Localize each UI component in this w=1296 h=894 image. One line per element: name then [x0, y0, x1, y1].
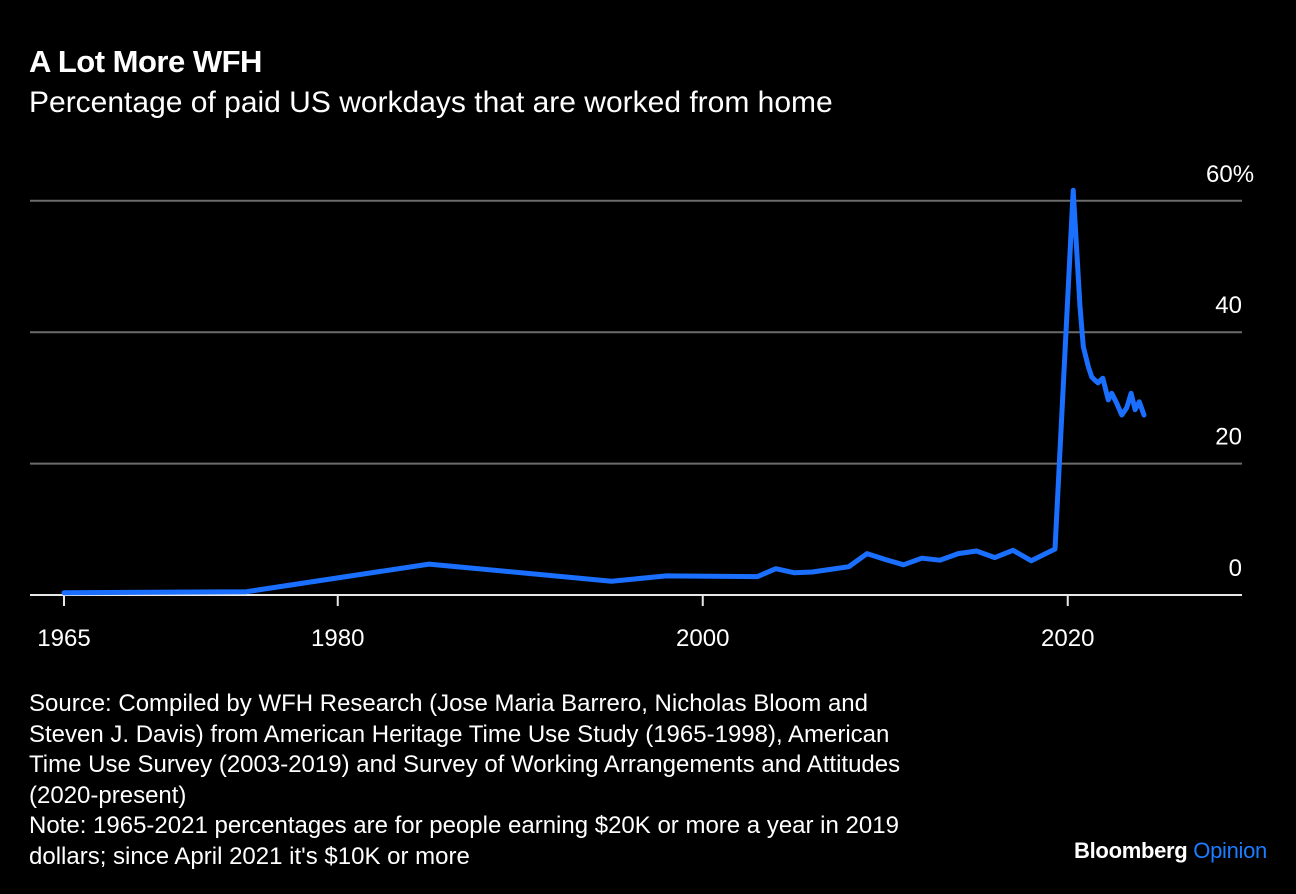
chart-subtitle: Percentage of paid US workdays that are … [29, 86, 833, 119]
note-line: dollars; since April 2021 it's $10K or m… [29, 842, 470, 870]
x-tick-label: 2020 [1041, 625, 1094, 652]
source-line: (2020-present) [29, 781, 187, 809]
source-line: Source: Compiled by WFH Research (Jose M… [29, 690, 868, 717]
chart-title: A Lot More WFH [29, 44, 262, 79]
x-tick-label: 1965 [37, 625, 90, 652]
source-line: Steven J. Davis) from American Heritage … [29, 720, 890, 748]
line-chart: 0 20 40 60% 1965 1980 2000 2020 [30, 161, 1254, 652]
y-tick-label: 20 [1215, 424, 1242, 451]
y-tick-label: 60% [1206, 161, 1254, 188]
source-note: Source: Compiled by WFH Research (Jose M… [29, 689, 1029, 872]
series-line-wfh-share [61, 187, 1147, 596]
brand-suffix: Opinion [1193, 838, 1267, 863]
y-tick-label: 40 [1215, 292, 1242, 319]
bloomberg-opinion-logo: Bloomberg Opinion [1074, 838, 1267, 864]
y-tick-label: 0 [1229, 555, 1242, 582]
x-tick-label: 1980 [311, 625, 364, 652]
note-line: Note: 1965-2021 percentages are for peop… [29, 812, 899, 839]
x-tick-label: 2000 [676, 625, 729, 652]
brand-name: Bloomberg [1074, 838, 1188, 863]
source-line: Time Use Survey (2003-2019) and Survey o… [29, 751, 901, 778]
